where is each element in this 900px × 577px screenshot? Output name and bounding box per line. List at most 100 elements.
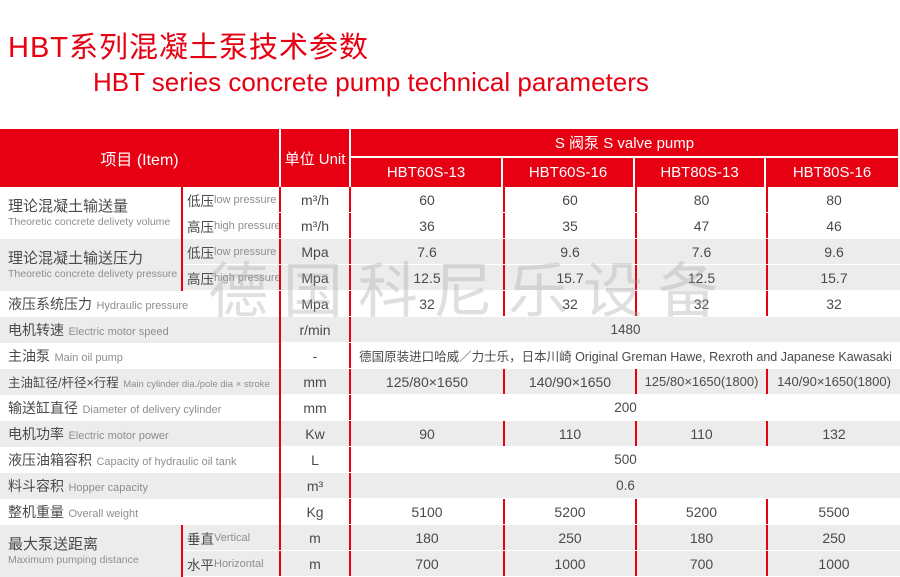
group-label: 主油泵 Main oil pump [0, 343, 281, 369]
sub-item-cell: 高压 high pressure [183, 213, 281, 238]
group-label: 整机重量 Overall weight [0, 499, 281, 525]
value-cell: 36 [351, 213, 505, 238]
sub-item-cell: 水平 Horizontal [183, 551, 281, 576]
table-group-motor-speed: 电机转速 Electric motor speed r/min 1480 [0, 317, 900, 343]
value-cell: 700 [637, 551, 768, 576]
value-cell: 5100 [351, 499, 505, 524]
unit-cell: m [281, 525, 351, 550]
group-label-zh: 理论混凝土输送量 [8, 197, 129, 215]
value-cell: 125/80×1650(1800) [637, 369, 768, 394]
unit-cell: Mpa [281, 239, 351, 264]
value-cell: 9.6 [824, 243, 844, 260]
value-cell: 700 [351, 551, 505, 576]
table-row: 高压 high pressure m³/h 36 35 47 46 [183, 213, 900, 239]
table-row: Kg 5100 5200 5200 5500 [281, 499, 900, 525]
value-cell: 90 [351, 421, 505, 446]
table-group-motor-power: 电机功率 Electric motor power Kw 90 110 110 … [0, 421, 900, 447]
table-group-main-oil-pump: 主油泵 Main oil pump - 德国原装进口哈威／力士乐，日本川崎 Or… [0, 343, 900, 369]
table-row: - 德国原装进口哈威／力士乐，日本川崎 Original Greman Hawe… [281, 343, 900, 369]
value-cell: 9.6 [505, 239, 637, 264]
header-model-cell: HBT60S-16 [503, 158, 635, 187]
group-label: 料斗容积 Hopper capacity [0, 473, 281, 499]
unit-cell: mm [281, 369, 351, 394]
table-row: m³ 0.6 [281, 473, 900, 499]
unit-cell: m³ [281, 473, 351, 498]
value-cell: 5200 [637, 499, 768, 524]
table-group-pumping-distance: 最大泵送距离 Maximum pumping distance 垂直 Verti… [0, 525, 900, 577]
table-row: Kw 90 110 110 132 [281, 421, 900, 447]
value-cell: 110 [505, 421, 637, 446]
value-cell: 80 [637, 187, 768, 212]
table-row: mm 125/80×1650 140/90×1650 125/80×1650(1… [281, 369, 900, 395]
group-label: 液压系统压力 Hydraulic pressure [0, 291, 281, 317]
group-label: 最大泵送距离 Maximum pumping distance [0, 525, 183, 577]
value-cell: 180 [351, 525, 505, 550]
group-label: 电机功率 Electric motor power [0, 421, 281, 447]
group-label: 理论混凝土输送压力 Theoretic concrete delivety pr… [0, 239, 183, 291]
table-header: 项目 (Item) 单位 Unit S 阀泵 S valve pump HBT6… [0, 129, 900, 187]
table-group-overall-weight: 整机重量 Overall weight Kg 5100 5200 5200 55… [0, 499, 900, 525]
value-cell: 140/90×1650(1800) [777, 374, 891, 389]
sub-item-cell: 低压 low pressure [183, 239, 281, 264]
sub-item-cell: 高压 high pressure [183, 265, 281, 290]
group-label: 理论混凝土输送量 Theoretic concrete delivety vol… [0, 187, 183, 239]
unit-cell: m³/h [281, 213, 351, 238]
value-cell: 32 [351, 291, 505, 316]
table-group-delivery-cylinder: 输送缸直径 Diameter of delivery cylinder mm 2… [0, 395, 900, 421]
span-value-cell: 1480 [610, 322, 641, 337]
group-label: 输送缸直径 Diameter of delivery cylinder [0, 395, 281, 421]
unit-cell: Mpa [281, 291, 351, 316]
unit-cell: m³/h [281, 187, 351, 212]
value-cell: 35 [505, 213, 637, 238]
header-model-cell: HBT80S-13 [635, 158, 766, 187]
table-group-main-cylinder: 主油缸径/杆径×行程 Main cylinder dia./pole dia ×… [0, 369, 900, 395]
value-cell: 60 [351, 187, 505, 212]
value-cell: 250 [822, 529, 846, 546]
group-label: 液压油箱容积 Capacity of hydraulic oil tank [0, 447, 281, 473]
table-group-oil-tank: 液压油箱容积 Capacity of hydraulic oil tank L … [0, 447, 900, 473]
sub-item-cell: 垂直 Vertical [183, 525, 281, 550]
value-cell: 140/90×1650 [505, 369, 637, 394]
value-cell: 1000 [505, 551, 637, 576]
value-cell: 12.5 [351, 265, 505, 290]
value-cell: 46 [826, 217, 842, 234]
table-group-delivery-pressure: 理论混凝土输送压力 Theoretic concrete delivety pr… [0, 239, 900, 291]
table-group-hopper: 料斗容积 Hopper capacity m³ 0.6 [0, 473, 900, 499]
table-row: mm 200 [281, 395, 900, 421]
value-cell: 32 [826, 295, 842, 312]
span-value-cell: 0.6 [616, 478, 635, 493]
table-row: 低压 low pressure Mpa 7.6 9.6 7.6 9.6 [183, 239, 900, 265]
table-row: 垂直 Vertical m 180 250 180 250 [183, 525, 900, 551]
header-unit-cell: 单位 Unit [281, 129, 351, 187]
span-value-cell: 200 [614, 400, 637, 415]
sub-item-cell: 低压 low pressure [183, 187, 281, 212]
header-model-row: HBT60S-13 HBT60S-16 HBT80S-13 HBT80S-16 [351, 158, 898, 187]
table-row: r/min 1480 [281, 317, 900, 343]
group-label-zh: 理论混凝土输送压力 [8, 249, 144, 267]
unit-cell: L [281, 447, 351, 472]
value-cell: 7.6 [637, 239, 768, 264]
unit-cell: - [281, 343, 351, 368]
value-cell: 15.7 [505, 265, 637, 290]
header-model-cell: HBT60S-13 [351, 158, 503, 187]
value-cell: 7.6 [351, 239, 505, 264]
table-row: L 500 [281, 447, 900, 473]
value-cell: 125/80×1650 [351, 369, 505, 394]
value-cell: 132 [822, 425, 846, 442]
group-label: 主油缸径/杆径×行程 Main cylinder dia./pole dia ×… [0, 369, 281, 395]
params-table: 项目 (Item) 单位 Unit S 阀泵 S valve pump HBT6… [0, 129, 900, 577]
value-cell: 5200 [505, 499, 637, 524]
value-cell: 12.5 [637, 265, 768, 290]
value-cell: 32 [505, 291, 637, 316]
group-label: 电机转速 Electric motor speed [0, 317, 281, 343]
group-label-en: Theoretic concrete delivety volume [8, 215, 171, 228]
header-item-cell: 项目 (Item) [0, 129, 281, 187]
table-row: Mpa 32 32 32 32 [281, 291, 900, 317]
table-row: 低压 low pressure m³/h 60 60 80 80 [183, 187, 900, 213]
value-cell: 47 [637, 213, 768, 238]
value-cell: 5500 [818, 503, 850, 520]
unit-cell: m [281, 551, 351, 576]
page-title-zh: HBT系列混凝土泵技术参数 [8, 32, 370, 64]
table-row: 高压 high pressure Mpa 12.5 15.7 12.5 15.7 [183, 265, 900, 291]
table-group-delivery-volume: 理论混凝土输送量 Theoretic concrete delivety vol… [0, 187, 900, 239]
